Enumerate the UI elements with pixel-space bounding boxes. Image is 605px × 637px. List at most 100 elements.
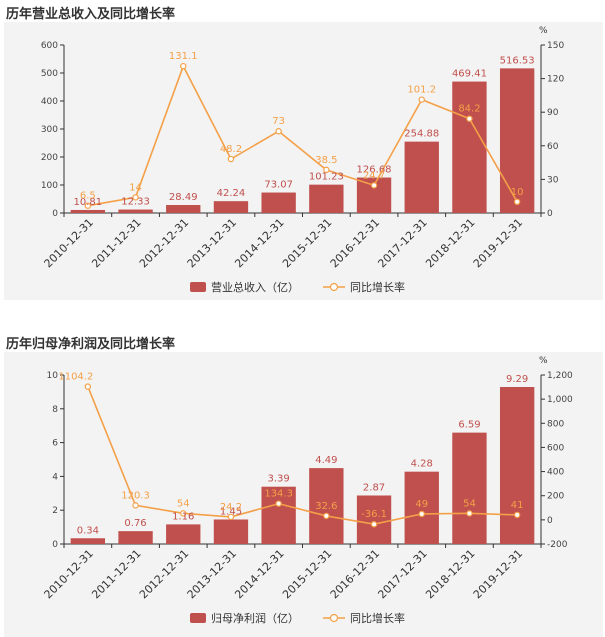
left-axis-tick-label: 0 [52, 540, 58, 550]
x-axis-category-label: 2014-12-31 [232, 216, 286, 270]
revenue-panel: 历年营业总收入及同比增长率 0 100 200 300 400 500 600 0 30 60 90… [0, 0, 605, 300]
growth-rate-value-label: 49 [415, 499, 428, 510]
bar-value-label: 10.81 [74, 197, 103, 208]
bar-value-label: 9.29 [506, 374, 528, 385]
bar [70, 209, 106, 213]
right-axis-tick-label: 60 [547, 142, 559, 152]
right-axis-tick-label: 600 [547, 443, 564, 453]
bar [118, 531, 153, 544]
growth-rate-value-label: 24.7 [363, 170, 385, 181]
growth-rate-point [132, 194, 139, 201]
legend-bar-label: 营业总收入（亿） [211, 280, 299, 294]
x-axis-category-label: 2018-12-31 [423, 547, 477, 601]
x-axis-category-label: 2016-12-31 [328, 547, 382, 601]
left-axis-tick-label: 10 [47, 371, 59, 381]
growth-rate-value-label: 38.5 [315, 155, 337, 166]
growth-rate-value-label: 131.1 [169, 51, 198, 62]
right-axis-tick-label: 800 [547, 419, 564, 429]
bar-value-label: 6.59 [458, 420, 480, 431]
growth-rate-point [513, 511, 521, 519]
bar-value-label: 12.33 [121, 197, 150, 208]
x-axis-category-label: 2011-12-31 [89, 216, 143, 270]
growth-rate-point [227, 155, 235, 163]
right-axis-tick-label: 1,000 [547, 395, 573, 405]
bar [213, 201, 249, 213]
right-axis-tick-label: 0 [547, 209, 553, 219]
bar [499, 386, 535, 544]
right-axis-tick-label: 90 [547, 108, 559, 118]
growth-rate-value-label: 6.5 [80, 191, 96, 202]
growth-rate-point [227, 513, 235, 521]
profit-chart-title: 历年归母净利润及同比增长率 [6, 337, 176, 352]
growth-rate-value-label: 54 [177, 498, 190, 509]
legend-line-label: 同比增长率 [350, 280, 405, 294]
left-axis-tick-label: 0 [52, 209, 58, 219]
x-axis-category-label: 2019-12-31 [471, 547, 525, 601]
left-axis-tick-label: 200 [41, 153, 58, 163]
growth-rate-value-label: 10 [511, 187, 524, 198]
x-axis-category-label: 2011-12-31 [89, 547, 143, 601]
bar [261, 192, 296, 213]
left-axis-tick-label: 300 [41, 125, 58, 135]
bar-value-label: 28.49 [169, 192, 198, 203]
growth-rate-point [84, 202, 92, 209]
bar [499, 68, 535, 213]
bar-value-label: 101.23 [309, 172, 344, 183]
growth-rate-point [418, 96, 425, 103]
legend-line-marker [329, 613, 339, 623]
x-axis-category-label: 2013-12-31 [185, 216, 239, 270]
x-axis-category-label: 2012-12-31 [137, 216, 191, 270]
right-axis-tick-label: 1,200 [547, 371, 573, 381]
growth-rate-value-label: 120.3 [121, 490, 150, 501]
x-axis-category-label: 2019-12-31 [471, 216, 525, 270]
growth-rate-point [513, 198, 521, 205]
revenue-chart: 0 100 200 300 400 500 600 0 30 60 90 120 150% 2010-12… [41, 26, 565, 294]
x-axis-category-label: 2010-12-31 [42, 547, 96, 601]
legend-line-label: 同比增长率 [350, 611, 405, 625]
legend-bar-label: 归母净利润（亿） [211, 611, 299, 625]
x-axis-category-label: 2016-12-31 [328, 216, 382, 270]
x-axis-category-label: 2015-12-31 [280, 547, 334, 601]
growth-rate-point [84, 383, 92, 390]
growth-rate-point [323, 166, 330, 174]
left-axis-tick-label: 500 [41, 69, 58, 79]
growth-rate-point [466, 510, 473, 517]
growth-rate-point [180, 62, 187, 70]
bar-value-label: 42.24 [217, 188, 246, 199]
growth-rate-point [370, 521, 378, 528]
revenue-chart-title: 历年营业总收入及同比增长率 [6, 7, 176, 22]
bar [452, 432, 487, 544]
growth-rate-value-label: 41 [511, 500, 524, 511]
growth-rate-value-label: 32.6 [315, 501, 337, 512]
bar [309, 468, 344, 544]
bar-value-label: 0.76 [124, 518, 146, 529]
growth-rate-value-label: 14 [129, 182, 142, 193]
left-axis-tick-label: 100 [41, 181, 58, 191]
bar-value-label: 469.41 [452, 69, 487, 80]
left-axis-tick-label: 4 [52, 472, 58, 482]
growth-rate-value-label: 48.2 [220, 144, 242, 155]
bar-value-label: 4.49 [315, 455, 337, 466]
x-axis-category-label: 2017-12-31 [375, 216, 429, 270]
growth-rate-value-label: 84.2 [458, 104, 480, 115]
right-axis-tick-label: 30 [547, 175, 559, 185]
bar [118, 209, 153, 213]
bar [404, 141, 439, 213]
x-axis-category-label: 2015-12-31 [280, 216, 334, 270]
right-axis-tick-label: 200 [547, 492, 564, 502]
x-axis-category-label: 2014-12-31 [232, 547, 286, 601]
growth-rate-value-label: -36.1 [361, 509, 387, 520]
growth-rate-value-label: 101.2 [407, 85, 436, 96]
bar-value-label: 516.53 [500, 55, 535, 66]
bar-value-label: 73.07 [264, 180, 293, 191]
growth-rate-value-label: 1104.2 [58, 372, 93, 383]
bar-value-label: 0.34 [77, 525, 99, 536]
growth-rate-point [180, 510, 187, 517]
growth-rate-line [87, 64, 518, 207]
x-axis-category-label: 2013-12-31 [185, 547, 239, 601]
growth-rate-value-label: 73 [272, 116, 285, 127]
bar-value-label: 4.28 [411, 459, 433, 470]
legend-bar-swatch [190, 282, 206, 292]
legend-bar-swatch [190, 613, 206, 623]
